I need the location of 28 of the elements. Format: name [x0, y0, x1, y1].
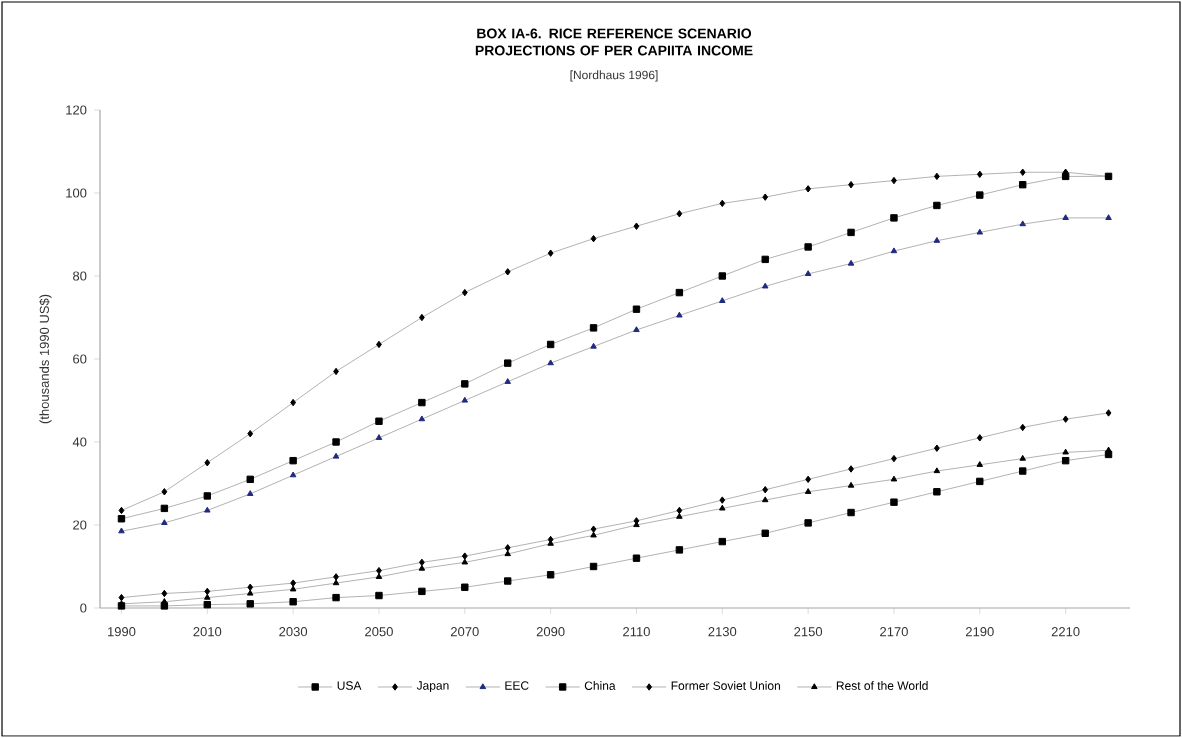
x-tick-label: 2130	[708, 627, 737, 637]
x-tick-label: 2070	[451, 627, 479, 637]
legend-label: EEC	[505, 681, 529, 690]
x-tick-label: 2010	[193, 627, 222, 637]
legend-label: Rest of the World	[836, 681, 928, 690]
x-tick-label: 2210	[1051, 627, 1080, 637]
y-tick-label: 100	[66, 188, 87, 198]
x-tick-label: 2110	[623, 627, 650, 637]
y-tick-label: 80	[73, 271, 87, 281]
x-tick-label: 2050	[365, 627, 393, 637]
legend-label: China	[584, 681, 616, 690]
y-tick-label: 40	[72, 437, 87, 447]
chart-title: BOX IA-6. RICE REFERENCE SCENARIO PROJECTIONS OF PER CAPIITA INCOME	[475, 28, 753, 56]
x-tick-label: 2030	[279, 627, 308, 637]
x-tick-label: 2190	[965, 627, 994, 637]
x-tick-label: 2170	[880, 627, 908, 637]
y-tick-label: 20	[73, 520, 87, 530]
legend-label: USA	[337, 681, 362, 690]
y-tick-label: 60	[73, 354, 87, 364]
x-tick-label: 2150	[794, 627, 823, 637]
y-tick-label: 0	[80, 603, 87, 613]
legend-label: Japan	[416, 681, 449, 693]
y-axis-title: (thousands 1990 US$)	[39, 294, 52, 424]
legend-label: Former Soviet Union	[671, 681, 780, 690]
chart-subtitle: [Nordhaus 1996]	[570, 70, 658, 82]
x-tick-label: 2090	[536, 627, 565, 637]
y-tick-label: 120	[66, 105, 87, 115]
x-tick-label: 1990	[108, 627, 136, 637]
